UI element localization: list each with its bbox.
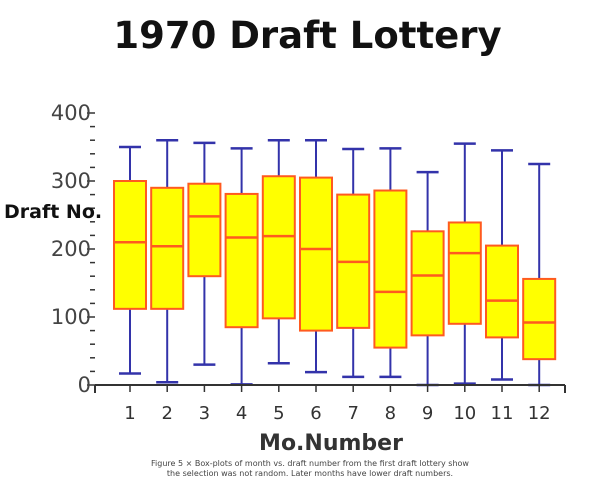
- box-iqr: [373, 189, 408, 349]
- y-tick-label: 200: [51, 237, 91, 261]
- boxes-layer: [113, 175, 557, 361]
- x-tick-label: 6: [310, 403, 321, 424]
- x-tick-label: 12: [528, 403, 551, 424]
- x-tick-label: 3: [199, 403, 210, 424]
- box-iqr: [410, 230, 445, 337]
- box-iqr: [447, 221, 482, 325]
- x-tick-label: 1: [124, 403, 135, 424]
- box-iqr: [224, 192, 259, 329]
- x-tick-label: 4: [236, 403, 247, 424]
- x-tick-label: 10: [453, 403, 476, 424]
- chart-title: 1970 Draft Lottery: [113, 14, 502, 57]
- caption-line: Figure 5 × Box-plots of month vs. draft …: [151, 459, 469, 468]
- x-tick-label: 11: [491, 403, 514, 424]
- box-iqr: [261, 175, 296, 320]
- x-tick-label: 2: [161, 403, 172, 424]
- y-tick-label: 400: [51, 101, 91, 125]
- x-tick-label: 9: [422, 403, 433, 424]
- box-iqr: [113, 180, 147, 310]
- x-tick-label: 5: [273, 403, 284, 424]
- x-axis-label: Mo.Number: [259, 431, 403, 456]
- box-iqr: [299, 176, 333, 332]
- box-iqr: [522, 277, 557, 361]
- y-tick-label: 100: [51, 305, 91, 329]
- x-tick-label: 8: [385, 403, 396, 424]
- box-iqr: [187, 182, 222, 278]
- x-tick-label: 7: [347, 403, 358, 424]
- y-tick-label: 0: [78, 373, 91, 397]
- caption-line: the selection was not random. Later mont…: [166, 469, 454, 478]
- y-axis-label: Draft No.: [4, 201, 102, 223]
- figure-caption: Figure 5 × Box-plots of month vs. draft …: [70, 459, 550, 480]
- box-iqr: [150, 186, 185, 310]
- box-iqr: [485, 244, 519, 339]
- y-tick-label: 300: [51, 169, 91, 193]
